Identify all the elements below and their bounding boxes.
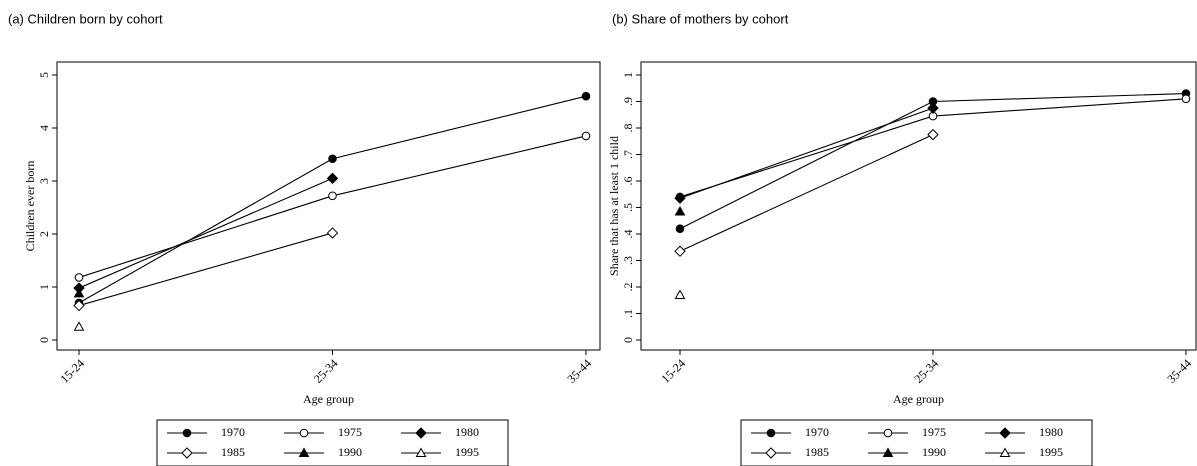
plot-frame [640,61,1197,351]
marker [298,447,310,457]
marker [1181,94,1191,104]
y-tick-label: 1 [621,72,635,78]
y-axis-title: Children ever born [23,161,37,252]
x-axis-title: Age group [303,392,354,406]
marker [883,428,893,438]
y-tick-label: 1 [37,284,51,290]
marker [674,205,686,216]
marker [674,192,686,204]
legend-label: 1970 [221,425,245,439]
y-tick-label: .9 [621,97,635,106]
marker [73,287,85,298]
y-tick-label: .8 [621,124,635,133]
series-line [679,107,934,199]
y-tick-label: .3 [621,256,635,265]
y-tick-label: 0 [621,337,635,343]
plot-frame [56,61,601,351]
y-tick-label: .7 [621,150,635,159]
marker [675,224,685,233]
y-tick-label: 4 [37,125,51,131]
marker [328,191,337,201]
y-tick-label: .5 [621,203,635,212]
legend-label: 1990 [922,445,946,459]
panel-title: (a) Children born by cohort [8,11,163,26]
y-tick-label: .1 [621,309,635,318]
x-tick-label: 25-34 [311,356,341,386]
x-tick-label: 15-24 [57,356,87,386]
legend-box [740,419,1093,466]
panel-title: (b) Share of mothers by cohort [612,11,789,26]
x-tick-label: 25-34 [911,356,941,386]
series-line [679,134,934,252]
legend-label: 1995 [1039,445,1063,459]
y-tick-label: .2 [621,283,635,292]
marker [765,447,777,459]
legend-label: 1995 [455,445,479,459]
marker [415,447,427,457]
marker [999,447,1011,457]
x-tick-label: 35-44 [564,356,594,386]
marker [674,245,686,257]
marker [999,427,1011,439]
y-tick-label: 5 [37,72,51,78]
marker [326,172,339,185]
x-tick-label: 35-44 [1164,356,1194,386]
legend-label: 1990 [338,445,362,459]
marker [73,299,85,312]
y-axis-title: Share that has at least 1 child [607,136,621,276]
x-tick-label: 15-24 [658,356,688,386]
series-line [78,232,333,307]
legend-label: 1970 [805,425,829,439]
legend-label: 1985 [221,445,245,459]
x-axis-title: Age group [893,392,944,406]
legend-label: 1985 [805,445,829,459]
marker [581,91,591,101]
legend-label: 1980 [455,425,479,439]
marker [882,447,894,457]
marker [927,102,939,114]
y-tick-label: .6 [621,177,635,186]
marker [73,321,85,331]
marker [182,428,192,438]
series-line [78,177,333,289]
marker [299,428,309,438]
y-tick-label: 2 [37,231,51,237]
legend-label: 1975 [338,425,362,439]
marker [328,154,337,164]
marker [326,227,339,239]
y-tick-label: .4 [621,230,635,239]
marker [415,427,427,439]
legend-label: 1980 [1039,425,1063,439]
marker [927,128,939,141]
marker [674,289,686,299]
marker [581,131,591,141]
legend-box [156,419,509,466]
marker [181,447,193,459]
marker [766,428,776,438]
y-tick-label: 0 [37,337,51,343]
legend-label: 1975 [922,425,946,439]
marker [74,273,84,282]
y-tick-label: 3 [37,178,51,184]
